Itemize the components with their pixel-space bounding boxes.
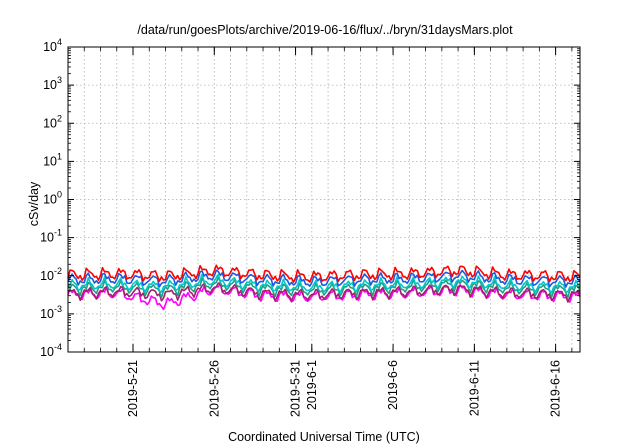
- plot-frame: [67, 46, 581, 353]
- x-tick-label: 2019-6-11: [467, 360, 481, 416]
- axes: [67, 46, 581, 353]
- y-tick-label: 101: [43, 151, 62, 168]
- tick-labels: 10-4 10-3 10-2 10-1 100 101 102 103 104 2019-5-21…: [40, 37, 563, 417]
- series-layer: [67, 264, 581, 311]
- y-tick-label: 104: [43, 37, 62, 54]
- series-line: [67, 264, 581, 283]
- y-tick-label: 100: [43, 190, 62, 207]
- x-tick-label: 2019-5-31: [289, 360, 303, 417]
- y-axis-label: cSv/day: [27, 181, 41, 226]
- y-tick-label: 103: [43, 75, 62, 92]
- x-tick-label: 2019-6-16: [549, 360, 563, 417]
- y-tick-label: 10-4: [40, 342, 62, 359]
- x-axis-label: Coordinated Universal Time (UTC): [228, 430, 420, 444]
- x-tick-label: 2019-5-26: [207, 360, 221, 417]
- series-line: [67, 273, 581, 294]
- series-line: [67, 269, 581, 288]
- y-tick-label: 10-1: [40, 228, 62, 245]
- y-tick-label: 10-2: [40, 266, 62, 283]
- series-line: [67, 276, 581, 299]
- y-tick-label: 102: [43, 113, 62, 130]
- chart-title: /data/run/goesPlots/archive/2019-06-16/f…: [137, 23, 513, 37]
- y-tick-label: 10-3: [40, 304, 62, 321]
- x-tick-label: 2019-5-21: [126, 360, 140, 417]
- x-tick-label: 2019-6-1: [305, 360, 319, 410]
- x-tick-label: 2019-6-6: [386, 360, 400, 410]
- series-line: [67, 282, 581, 303]
- grid: [68, 47, 580, 352]
